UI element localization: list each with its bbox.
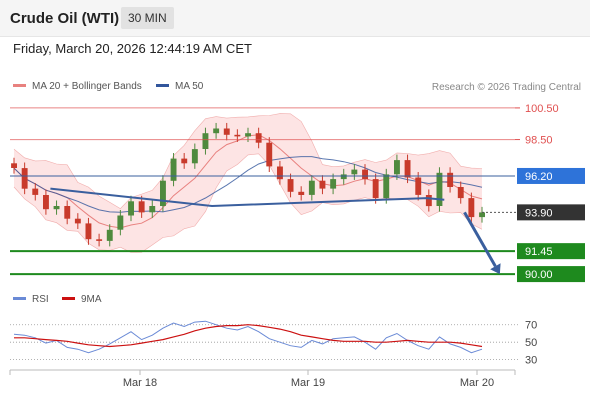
- candle-body: [43, 195, 49, 210]
- pivot-label: 96.20: [525, 171, 553, 183]
- candle-body: [170, 158, 177, 181]
- candle-body: [53, 206, 60, 210]
- resistance-label: 98.50: [525, 135, 553, 147]
- candle-body: [96, 239, 103, 241]
- rsi-ma-line: [14, 324, 483, 348]
- candle-body: [117, 215, 124, 230]
- x-tick-layer: Mar 18 Mar 19 Mar 20: [123, 370, 494, 389]
- candle-body: [425, 195, 432, 207]
- ma50-legend-label: MA 50: [175, 81, 204, 92]
- candle-body: [138, 201, 145, 213]
- candle-body: [404, 160, 411, 178]
- rsi-legend-swatch: [13, 297, 26, 300]
- rsi-ma-legend-swatch: [62, 297, 75, 300]
- support-label: 91.45: [525, 246, 553, 258]
- candle-body: [128, 201, 134, 216]
- ma20-legend-swatch: [13, 84, 26, 87]
- candle-body: [308, 180, 315, 195]
- candle-body: [245, 133, 251, 137]
- rsi-tick-label: 30: [525, 355, 537, 367]
- price-layer: [11, 113, 485, 253]
- candle-body: [457, 187, 464, 199]
- candle-body: [74, 218, 81, 224]
- support-badge: [517, 243, 585, 260]
- candle-body: [106, 229, 113, 241]
- candle-body: [447, 172, 454, 187]
- ma50-line: [13, 156, 483, 213]
- candle-body: [64, 206, 71, 219]
- candle-body: [436, 172, 443, 206]
- ma20-legend-label: MA 20 + Bollinger Bands: [32, 81, 142, 92]
- candle-body: [319, 180, 326, 189]
- pivot-badge: [517, 167, 585, 184]
- candle-body: [266, 142, 273, 167]
- candle-body: [213, 128, 220, 134]
- x-tick-label: Mar 19: [291, 377, 325, 389]
- candle-body: [394, 160, 400, 175]
- candle-body: [21, 168, 28, 189]
- candle-body: [223, 128, 230, 135]
- support-badge: [517, 266, 585, 283]
- rsi-line: [13, 320, 483, 354]
- rsi-ma-legend-label: 9MA: [81, 294, 102, 305]
- x-tick-label: Mar 20: [460, 377, 494, 389]
- candle-body: [85, 223, 92, 240]
- candle-body: [340, 174, 347, 180]
- chart-header: Crude Oil (WTI) 30 MIN: [0, 0, 590, 37]
- rsi-legend-label: RSI: [32, 294, 49, 305]
- candle-body: [468, 198, 475, 218]
- candle-body: [255, 133, 262, 143]
- current-price-label: 93.90: [525, 207, 553, 219]
- candle-body: [362, 169, 368, 180]
- x-tick-label: Mar 18: [123, 377, 157, 389]
- candle-body: [415, 177, 422, 195]
- candle-body: [351, 169, 358, 175]
- candle-body: [181, 158, 188, 164]
- candle-body: [479, 212, 485, 218]
- candle-body: [191, 149, 198, 164]
- level-layer: 100.50 98.50 96.20 93.90 91.45 90.00: [10, 103, 585, 283]
- forecast-arrow-head: [490, 263, 501, 275]
- timestamp: Friday, March 20, 2026 12:44:19 AM CET: [13, 41, 252, 56]
- candle-body: [383, 174, 390, 199]
- trendline: [50, 187, 445, 208]
- candle-body: [160, 180, 166, 206]
- candle-body: [11, 163, 17, 168]
- interval-button[interactable]: 30 MIN: [121, 7, 174, 29]
- candle-body: [372, 179, 379, 199]
- candle-body: [287, 179, 294, 192]
- credit-text: Research © 2026 Trading Central: [432, 82, 581, 93]
- rsi-tick-label: 50: [525, 337, 537, 349]
- bollinger-upper: [13, 113, 483, 209]
- rsi-tick-label: 70: [525, 320, 537, 332]
- candle-body: [234, 134, 241, 137]
- current-price-badge: [517, 204, 585, 221]
- forecast-arrow-shaft: [463, 211, 497, 268]
- resistance-label: 100.50: [525, 103, 559, 115]
- support-label: 90.00: [525, 269, 553, 281]
- instrument-title: Crude Oil (WTI): [10, 10, 120, 27]
- candle-body: [330, 179, 337, 189]
- candle-body: [298, 191, 305, 195]
- candle-body: [277, 166, 283, 180]
- candle-body: [32, 188, 39, 195]
- candle-body: [202, 133, 209, 149]
- rsi-layer: 70 50 30: [10, 320, 537, 367]
- ma50-legend-swatch: [156, 84, 169, 87]
- candle-body: [149, 206, 156, 213]
